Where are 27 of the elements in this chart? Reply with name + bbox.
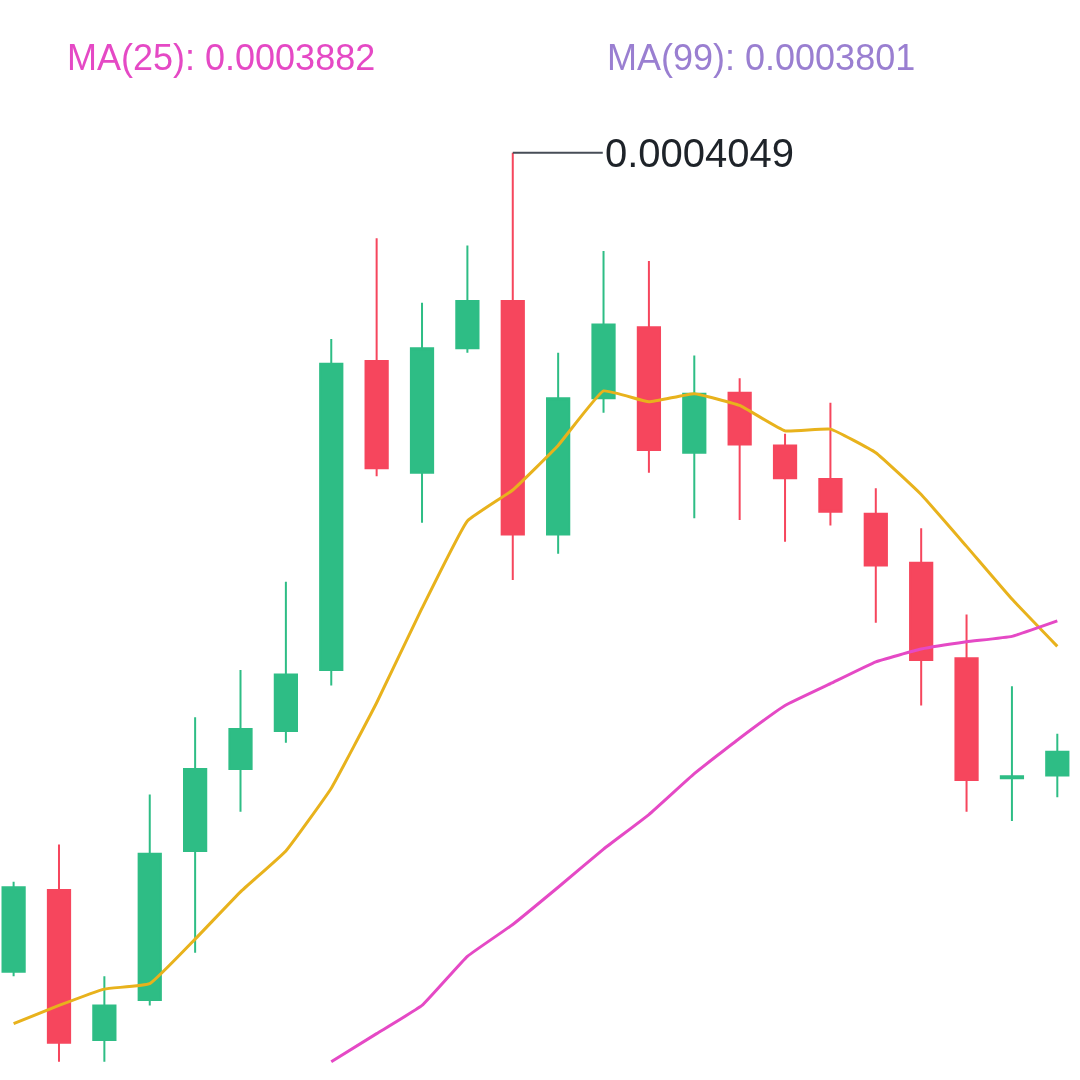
candlestick — [727, 377, 752, 521]
candlestick — [319, 338, 344, 687]
candlestick — [183, 716, 208, 954]
candlestick — [772, 432, 798, 543]
candlestick — [999, 685, 1025, 822]
candlestick — [137, 793, 162, 1007]
candlestick — [636, 259, 662, 474]
candlestick — [818, 401, 843, 527]
candlestick — [682, 354, 707, 520]
candlestick — [1045, 732, 1070, 799]
candlestick — [1, 880, 26, 978]
candlestick — [92, 975, 117, 1063]
text: MA(25): 0.0003882 — [67, 37, 376, 78]
candlestick — [364, 237, 389, 478]
candlestick — [954, 613, 979, 813]
candlestick — [591, 249, 616, 414]
candlestick — [546, 351, 571, 555]
candlestick — [863, 487, 888, 624]
candlestick — [46, 843, 72, 1063]
candlestick — [909, 527, 934, 707]
candlestick — [500, 151, 525, 581]
candlestick — [455, 244, 480, 354]
candlestick — [228, 669, 253, 813]
candlestick — [409, 301, 435, 524]
annotation: 0.0004049 — [605, 131, 795, 175]
text: MA(99): 0.0003801 — [607, 37, 916, 78]
candlestick — [273, 580, 298, 744]
